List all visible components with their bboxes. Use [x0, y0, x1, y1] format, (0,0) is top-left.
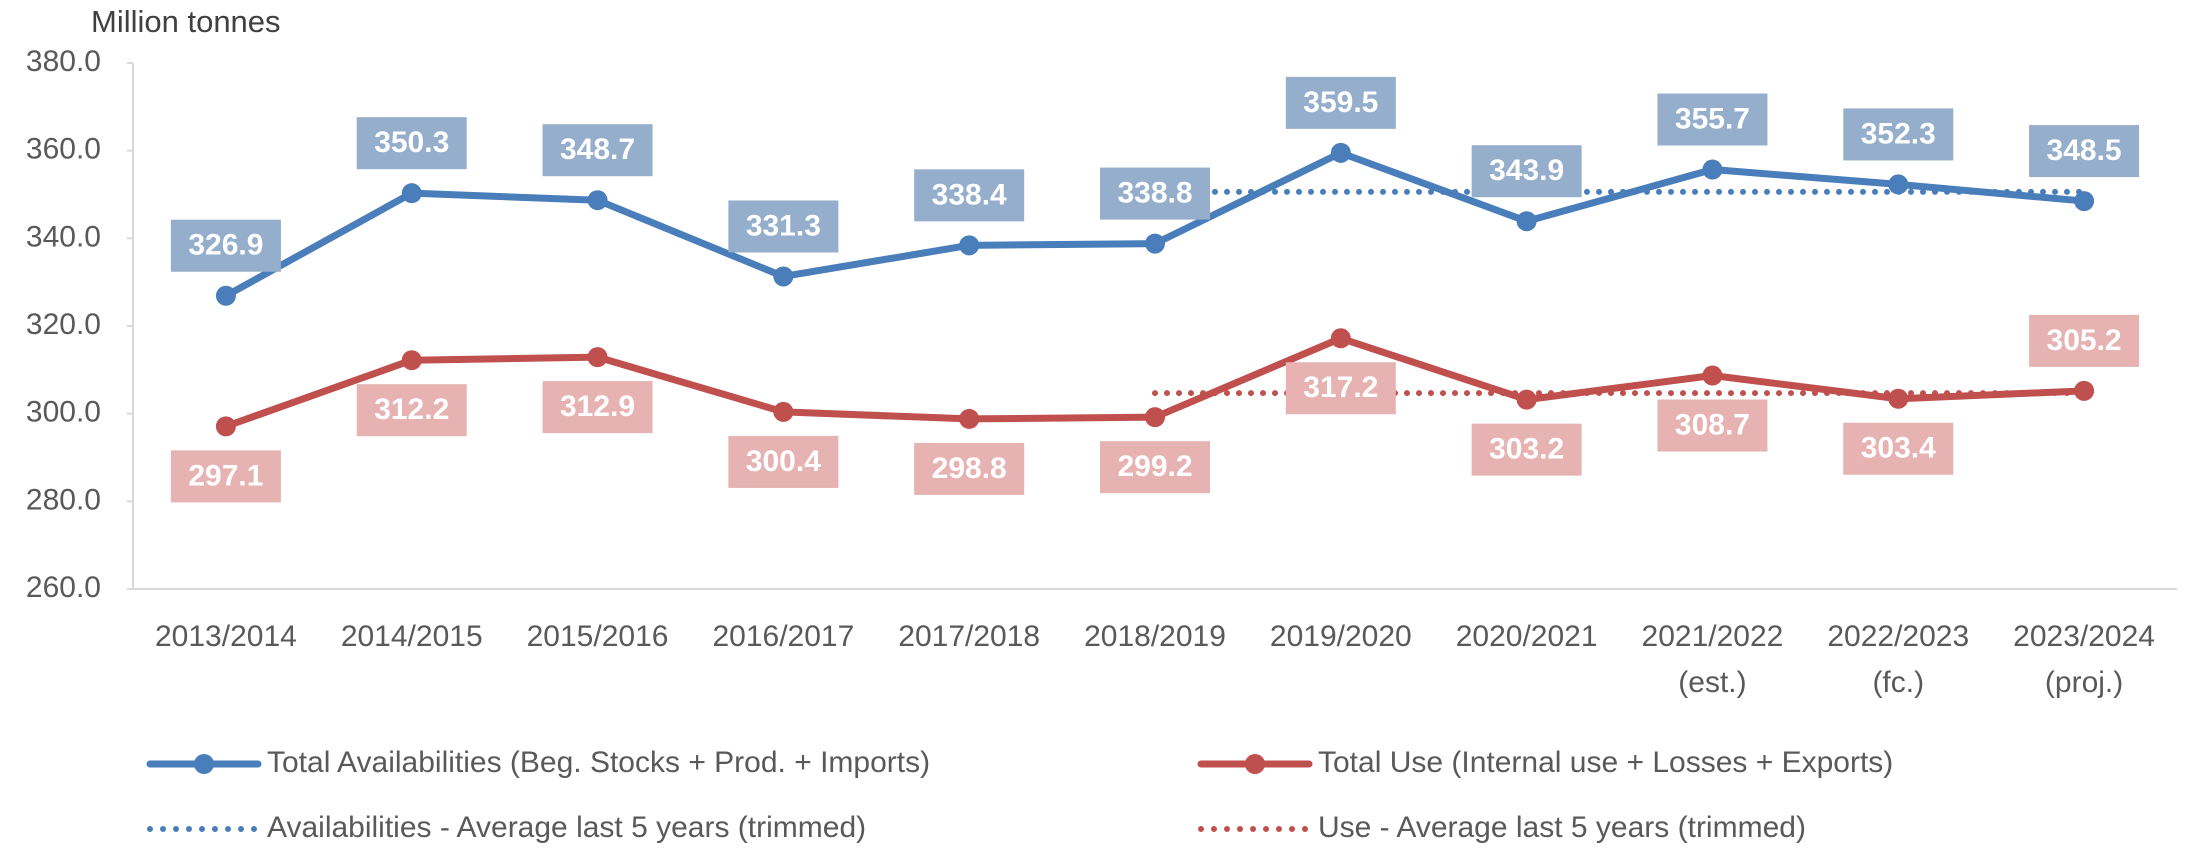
data-label: 297.1 — [188, 459, 263, 492]
data-label-box — [914, 442, 1025, 495]
point — [773, 266, 794, 287]
point — [1888, 174, 1909, 195]
data-label: 308.7 — [1675, 408, 1750, 441]
data-label: 359.5 — [1303, 86, 1378, 119]
point — [215, 285, 236, 306]
y-tick-label: 360.0 — [26, 133, 101, 166]
data-label: 348.7 — [560, 133, 635, 166]
data-label-box — [1843, 422, 1954, 475]
data-label-box — [728, 200, 839, 253]
data-label: 299.2 — [1117, 450, 1192, 483]
data-label-box — [2029, 125, 2140, 178]
data-label: 338.4 — [932, 178, 1007, 211]
data-label: 298.8 — [932, 452, 1007, 485]
data-label: 303.2 — [1489, 433, 1564, 466]
y-tick-label: 280.0 — [26, 483, 101, 516]
data-label-box — [728, 435, 839, 488]
point — [1145, 407, 1165, 428]
data-label: 303.4 — [1861, 432, 1936, 465]
legend-label: Total Availabilities (Beg. Stocks + Prod… — [267, 746, 930, 779]
y-tick-label: 260.0 — [26, 571, 101, 604]
data-label: 352.3 — [1861, 117, 1936, 150]
point — [215, 416, 236, 437]
data-label: 305.2 — [2047, 324, 2122, 357]
point — [1330, 328, 1351, 349]
x-tick-label: 2020/2021 — [1455, 620, 1598, 653]
data-label: 312.9 — [560, 390, 635, 423]
point — [1516, 389, 1537, 410]
point — [1145, 233, 1165, 254]
x-tick-label: 2014/2015 — [340, 620, 483, 653]
data-label-box — [914, 169, 1025, 222]
data-label: 326.9 — [188, 229, 263, 262]
x-tick-label: 2022/2023 (fc.) — [1827, 620, 1970, 699]
y-axis-label: Million tonnes — [91, 4, 281, 39]
data-label: 350.3 — [374, 126, 449, 159]
data-label: 343.9 — [1489, 154, 1564, 187]
point — [1702, 159, 1723, 180]
data-label-box — [1657, 93, 1768, 146]
data-label-box — [170, 450, 281, 503]
x-tick-label: 2013/2014 — [155, 620, 297, 653]
x-tick-label: 2018/2019 — [1084, 620, 1226, 653]
point — [401, 350, 422, 371]
x-tick-label: 2023/2024 (proj.) — [2013, 620, 2155, 699]
data-label-box — [356, 117, 467, 170]
point — [959, 235, 980, 256]
legend-marker — [194, 754, 214, 774]
point — [1888, 388, 1909, 409]
point — [773, 401, 794, 422]
data-label-box — [2029, 314, 2140, 367]
point — [1516, 211, 1537, 232]
point — [2074, 191, 2095, 212]
data-label: 355.7 — [1675, 102, 1750, 135]
y-tick-label: 300.0 — [26, 396, 101, 429]
data-label: 317.2 — [1303, 371, 1378, 404]
legend-label: Total Use (Internal use + Losses + Expor… — [1318, 746, 1893, 779]
data-label-box — [1843, 108, 1954, 161]
data-label-box — [1285, 362, 1396, 415]
data-label-box — [356, 384, 467, 437]
data-label-box — [1471, 423, 1582, 476]
point — [401, 183, 422, 204]
y-tick-label: 380.0 — [26, 45, 101, 78]
data-label: 312.2 — [374, 393, 449, 426]
point — [587, 190, 608, 211]
data-label-box — [1100, 167, 1210, 220]
data-label-box — [170, 219, 281, 272]
data-label: 331.3 — [746, 209, 821, 242]
data-label: 300.4 — [746, 445, 821, 478]
x-tick-label: 2016/2017 — [712, 620, 855, 653]
legend-label: Availabilities - Average last 5 years (t… — [267, 811, 866, 844]
point — [1330, 142, 1351, 163]
y-tick-label: 340.0 — [26, 220, 101, 253]
data-label-box — [1285, 76, 1396, 129]
data-label-box — [1100, 441, 1210, 494]
data-label-box — [1657, 399, 1768, 452]
x-tick-label: 2017/2018 — [898, 620, 1041, 653]
x-tick-label: 2019/2020 — [1269, 620, 1412, 653]
point — [959, 408, 980, 429]
legend-marker — [1245, 754, 1265, 774]
data-label-box — [542, 381, 653, 434]
point — [2074, 380, 2095, 401]
x-tick-label: 2021/2022 (est.) — [1641, 620, 1784, 699]
point — [1702, 365, 1723, 386]
data-label: 348.5 — [2047, 134, 2122, 167]
legend-label: Use - Average last 5 years (trimmed) — [1318, 811, 1806, 844]
x-tick-label: 2015/2016 — [526, 620, 669, 653]
data-label-box — [542, 124, 653, 177]
data-label-box — [1471, 145, 1582, 198]
y-tick-label: 320.0 — [26, 308, 101, 341]
point — [587, 347, 608, 368]
data-label: 338.8 — [1117, 177, 1192, 210]
